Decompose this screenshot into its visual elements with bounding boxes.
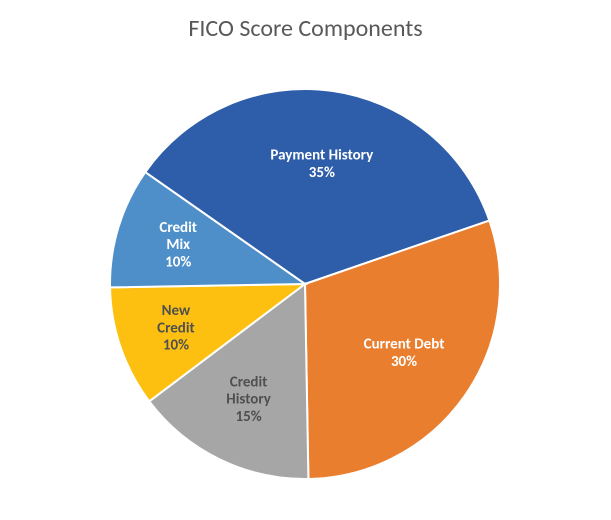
chart-title: FICO Score Components (0, 14, 611, 43)
pie-chart: Payment History35%Current Debt30%CreditH… (0, 49, 611, 509)
